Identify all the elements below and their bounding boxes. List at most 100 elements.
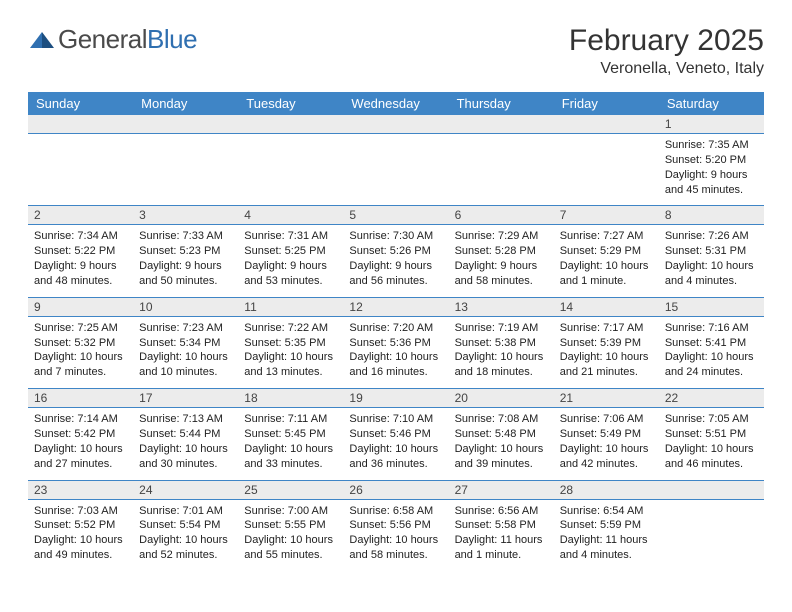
week-row: Sunrise: 7:03 AMSunset: 5:52 PMDaylight:… — [28, 499, 764, 571]
day-number-cell: 25 — [238, 480, 343, 499]
day-details: Sunrise: 7:25 AMSunset: 5:32 PMDaylight:… — [34, 321, 127, 380]
sunrise-line: Sunrise: 7:14 AM — [34, 412, 127, 427]
location: Veronella, Veneto, Italy — [569, 60, 764, 78]
sunset-line: Sunset: 5:32 PM — [34, 336, 127, 351]
day-details: Sunrise: 7:08 AMSunset: 5:48 PMDaylight:… — [455, 412, 548, 471]
logo-text: GeneralBlue — [58, 24, 197, 55]
day-details: Sunrise: 7:35 AMSunset: 5:20 PMDaylight:… — [665, 138, 758, 197]
sunrise-line: Sunrise: 7:30 AM — [349, 229, 442, 244]
day-number-cell: 16 — [28, 389, 133, 408]
sunset-line: Sunset: 5:22 PM — [34, 244, 127, 259]
day-cell: Sunrise: 7:25 AMSunset: 5:32 PMDaylight:… — [28, 316, 133, 388]
sunset-line: Sunset: 5:38 PM — [455, 336, 548, 351]
day-number-cell: 10 — [133, 297, 238, 316]
sunset-line: Sunset: 5:34 PM — [139, 336, 232, 351]
day-number-row: 2345678 — [28, 206, 764, 225]
day-number-cell: 7 — [554, 206, 659, 225]
sunset-line: Sunset: 5:36 PM — [349, 336, 442, 351]
sunrise-line: Sunrise: 7:22 AM — [244, 321, 337, 336]
day-number-cell — [28, 115, 133, 134]
day-number-row: 1 — [28, 115, 764, 134]
sunrise-line: Sunrise: 7:20 AM — [349, 321, 442, 336]
day-number-cell: 9 — [28, 297, 133, 316]
sunset-line: Sunset: 5:49 PM — [560, 427, 653, 442]
sunset-line: Sunset: 5:46 PM — [349, 427, 442, 442]
day-cell: Sunrise: 7:23 AMSunset: 5:34 PMDaylight:… — [133, 316, 238, 388]
daylight-line: Daylight: 9 hours and 53 minutes. — [244, 259, 337, 289]
day-number-cell: 5 — [343, 206, 448, 225]
weekday-header: Saturday — [659, 92, 764, 115]
sunset-line: Sunset: 5:31 PM — [665, 244, 758, 259]
day-details: Sunrise: 7:10 AMSunset: 5:46 PMDaylight:… — [349, 412, 442, 471]
day-details: Sunrise: 7:20 AMSunset: 5:36 PMDaylight:… — [349, 321, 442, 380]
day-number-cell: 20 — [449, 389, 554, 408]
day-number-cell: 27 — [449, 480, 554, 499]
daylight-line: Daylight: 9 hours and 50 minutes. — [139, 259, 232, 289]
day-cell: Sunrise: 7:01 AMSunset: 5:54 PMDaylight:… — [133, 499, 238, 571]
daylight-line: Daylight: 10 hours and 18 minutes. — [455, 350, 548, 380]
sunrise-line: Sunrise: 7:03 AM — [34, 504, 127, 519]
week-row: Sunrise: 7:34 AMSunset: 5:22 PMDaylight:… — [28, 225, 764, 297]
day-number-cell: 4 — [238, 206, 343, 225]
sunset-line: Sunset: 5:39 PM — [560, 336, 653, 351]
weekday-header: Thursday — [449, 92, 554, 115]
day-number-cell — [133, 115, 238, 134]
day-number-cell — [659, 480, 764, 499]
day-cell — [238, 134, 343, 206]
day-cell: Sunrise: 7:26 AMSunset: 5:31 PMDaylight:… — [659, 225, 764, 297]
day-cell: Sunrise: 7:14 AMSunset: 5:42 PMDaylight:… — [28, 408, 133, 480]
day-cell: Sunrise: 7:20 AMSunset: 5:36 PMDaylight:… — [343, 316, 448, 388]
weekday-header: Tuesday — [238, 92, 343, 115]
sunrise-line: Sunrise: 7:23 AM — [139, 321, 232, 336]
daylight-line: Daylight: 11 hours and 4 minutes. — [560, 533, 653, 563]
day-details: Sunrise: 6:56 AMSunset: 5:58 PMDaylight:… — [455, 504, 548, 563]
day-cell: Sunrise: 7:08 AMSunset: 5:48 PMDaylight:… — [449, 408, 554, 480]
sunrise-line: Sunrise: 7:33 AM — [139, 229, 232, 244]
daylight-line: Daylight: 11 hours and 1 minute. — [455, 533, 548, 563]
header: GeneralBlue February 2025 Veronella, Ven… — [28, 24, 764, 78]
sunset-line: Sunset: 5:29 PM — [560, 244, 653, 259]
day-cell: Sunrise: 7:19 AMSunset: 5:38 PMDaylight:… — [449, 316, 554, 388]
day-cell: Sunrise: 7:16 AMSunset: 5:41 PMDaylight:… — [659, 316, 764, 388]
logo: GeneralBlue — [28, 24, 197, 55]
logo-part1: General — [58, 24, 147, 54]
day-details: Sunrise: 7:16 AMSunset: 5:41 PMDaylight:… — [665, 321, 758, 380]
day-details: Sunrise: 7:33 AMSunset: 5:23 PMDaylight:… — [139, 229, 232, 288]
sunrise-line: Sunrise: 6:54 AM — [560, 504, 653, 519]
sunset-line: Sunset: 5:20 PM — [665, 153, 758, 168]
sunrise-line: Sunrise: 7:27 AM — [560, 229, 653, 244]
daylight-line: Daylight: 10 hours and 24 minutes. — [665, 350, 758, 380]
sunrise-line: Sunrise: 7:11 AM — [244, 412, 337, 427]
sunset-line: Sunset: 5:28 PM — [455, 244, 548, 259]
day-cell: Sunrise: 7:22 AMSunset: 5:35 PMDaylight:… — [238, 316, 343, 388]
logo-mark-icon — [28, 26, 56, 54]
weekday-header-row: Sunday Monday Tuesday Wednesday Thursday… — [28, 92, 764, 115]
day-cell: Sunrise: 7:00 AMSunset: 5:55 PMDaylight:… — [238, 499, 343, 571]
daylight-line: Daylight: 10 hours and 7 minutes. — [34, 350, 127, 380]
sunset-line: Sunset: 5:51 PM — [665, 427, 758, 442]
day-details: Sunrise: 7:13 AMSunset: 5:44 PMDaylight:… — [139, 412, 232, 471]
week-row: Sunrise: 7:14 AMSunset: 5:42 PMDaylight:… — [28, 408, 764, 480]
sunrise-line: Sunrise: 7:17 AM — [560, 321, 653, 336]
day-cell: Sunrise: 7:27 AMSunset: 5:29 PMDaylight:… — [554, 225, 659, 297]
daylight-line: Daylight: 10 hours and 13 minutes. — [244, 350, 337, 380]
month-title: February 2025 — [569, 24, 764, 58]
title-block: February 2025 Veronella, Veneto, Italy — [569, 24, 764, 78]
sunset-line: Sunset: 5:41 PM — [665, 336, 758, 351]
day-details: Sunrise: 7:30 AMSunset: 5:26 PMDaylight:… — [349, 229, 442, 288]
day-number-cell — [554, 115, 659, 134]
day-details: Sunrise: 7:17 AMSunset: 5:39 PMDaylight:… — [560, 321, 653, 380]
sunrise-line: Sunrise: 7:19 AM — [455, 321, 548, 336]
sunset-line: Sunset: 5:54 PM — [139, 518, 232, 533]
day-number-cell — [449, 115, 554, 134]
calendar-table: Sunday Monday Tuesday Wednesday Thursday… — [28, 92, 764, 571]
sunrise-line: Sunrise: 7:16 AM — [665, 321, 758, 336]
day-number-cell: 21 — [554, 389, 659, 408]
day-cell — [343, 134, 448, 206]
sunrise-line: Sunrise: 7:26 AM — [665, 229, 758, 244]
sunset-line: Sunset: 5:35 PM — [244, 336, 337, 351]
logo-part2: Blue — [147, 24, 197, 54]
day-number-cell: 3 — [133, 206, 238, 225]
sunset-line: Sunset: 5:25 PM — [244, 244, 337, 259]
day-cell: Sunrise: 7:10 AMSunset: 5:46 PMDaylight:… — [343, 408, 448, 480]
